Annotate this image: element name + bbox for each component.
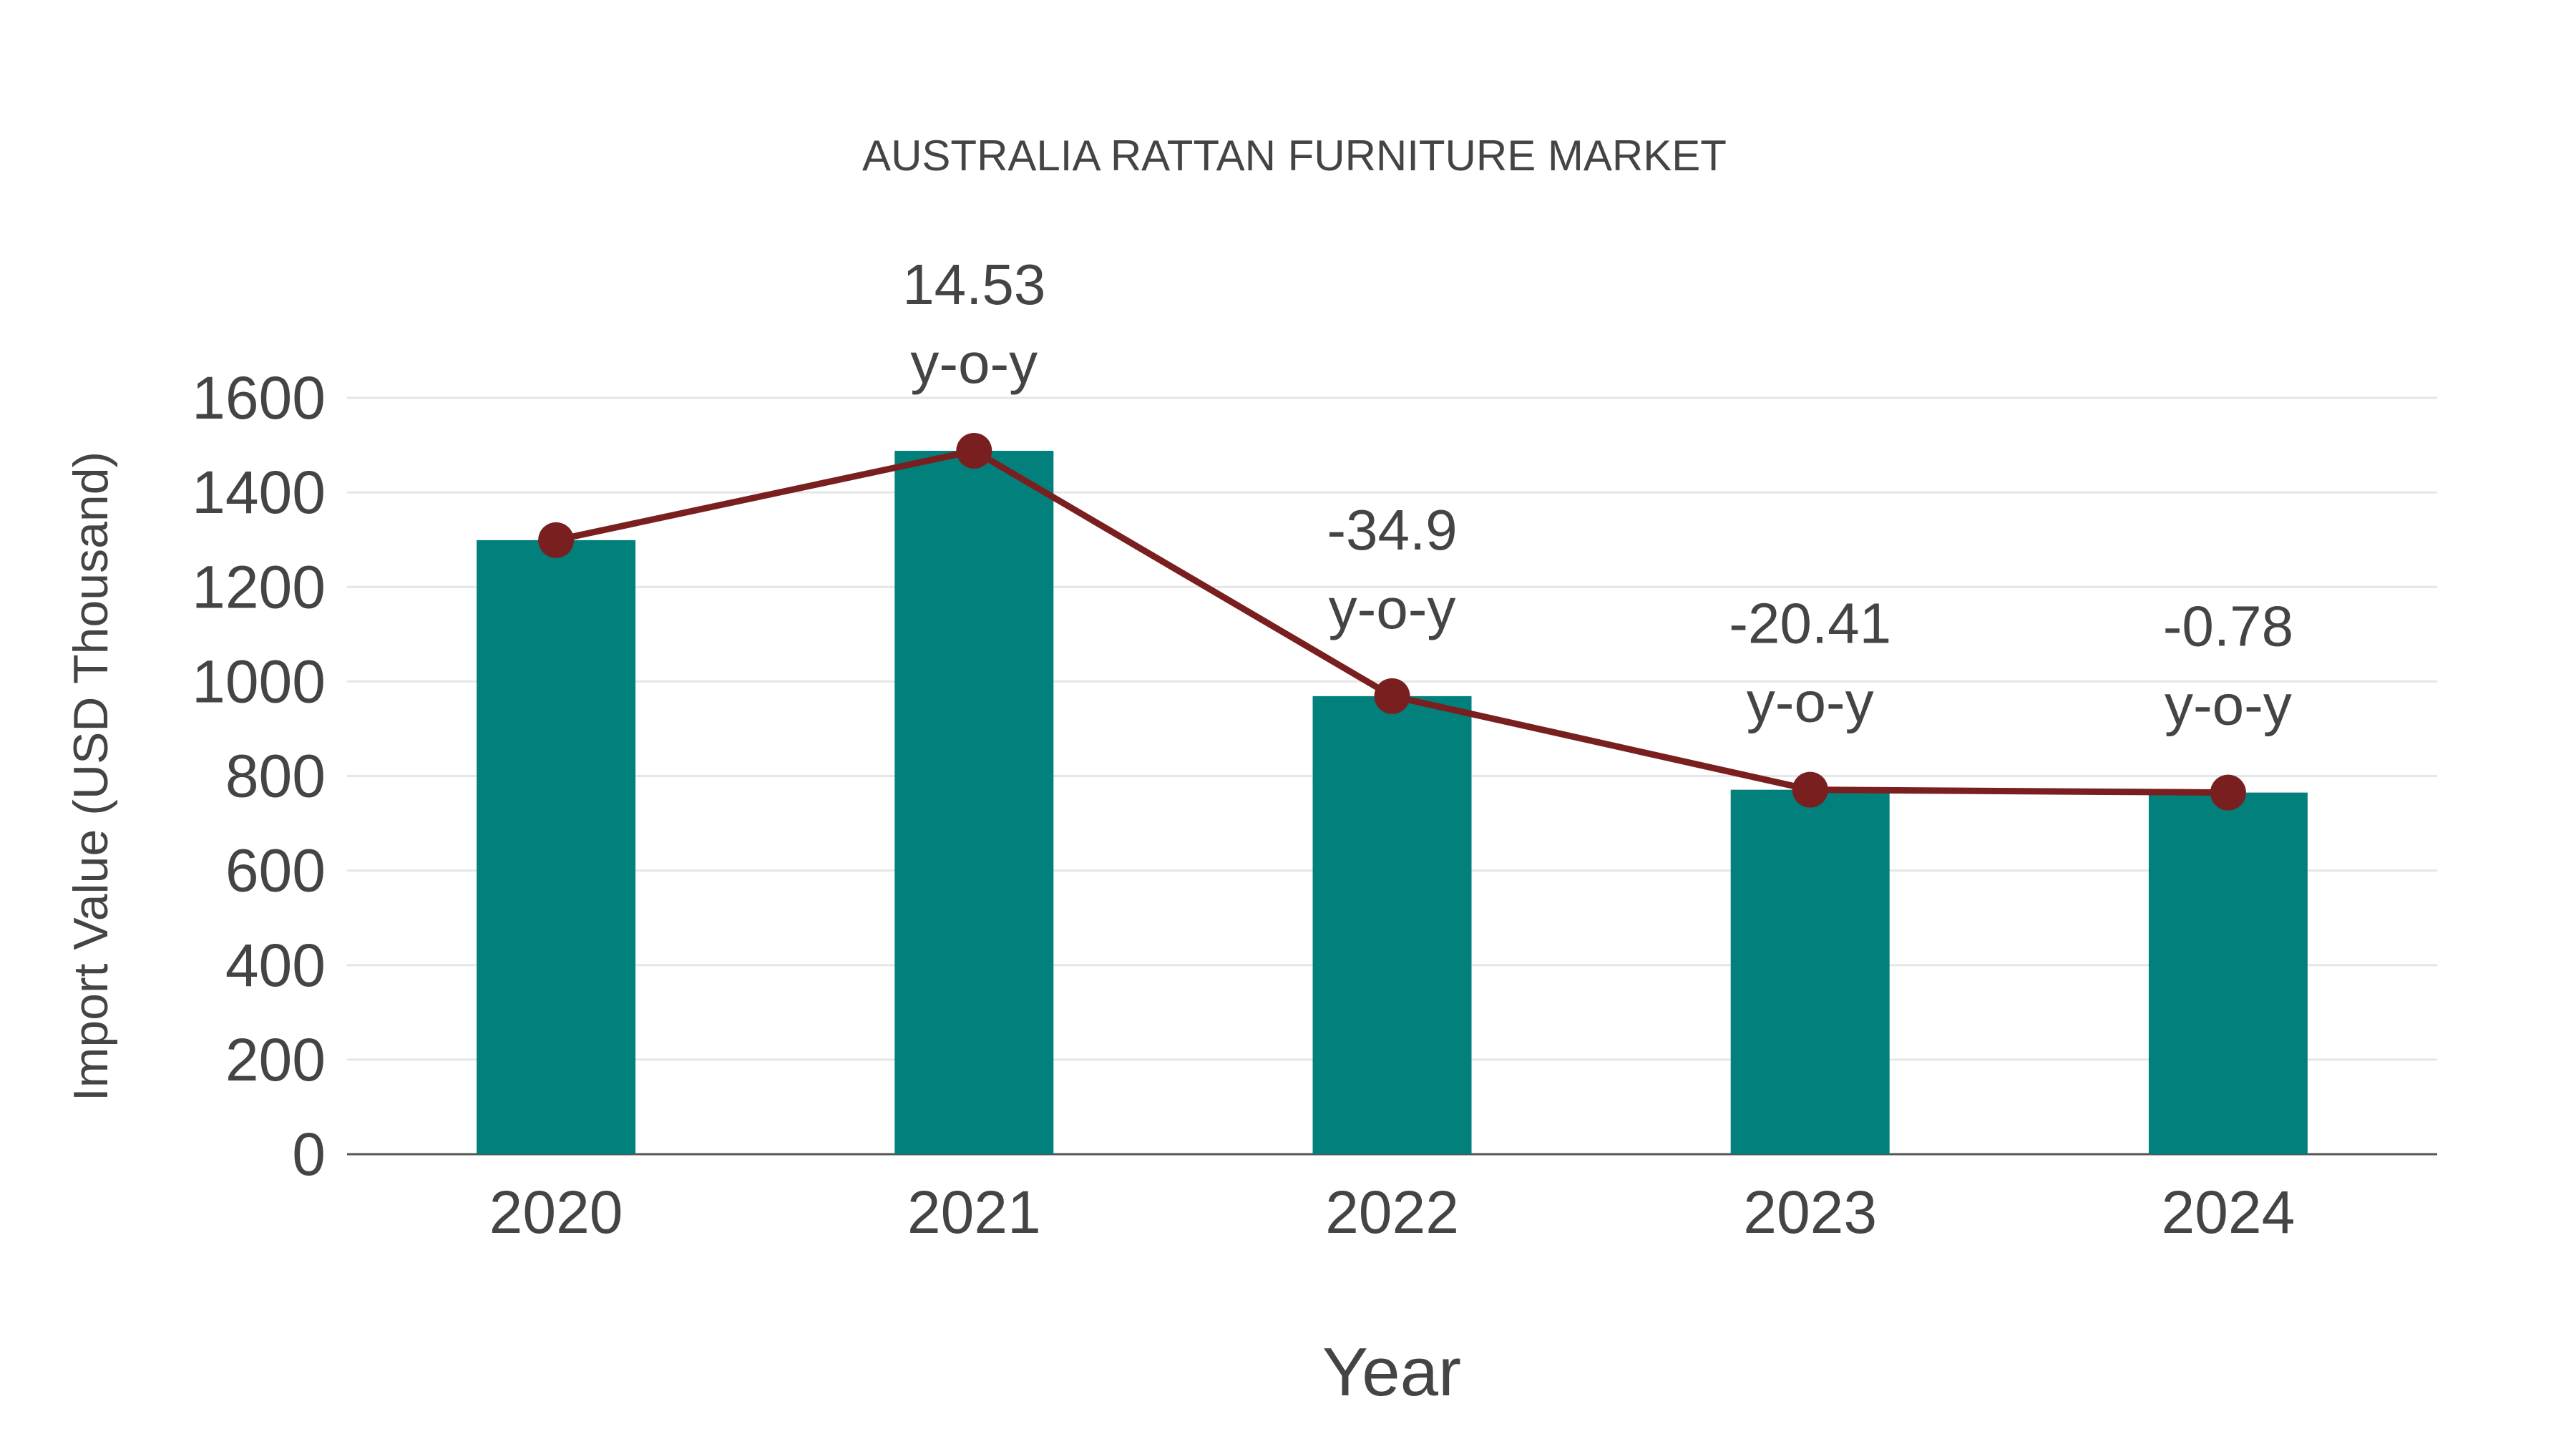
chart-title: AUSTRALIA RATTAN FURNITURE MARKET — [862, 132, 1727, 180]
bar-2020 — [477, 540, 636, 1154]
trend-point-2024 — [2210, 774, 2246, 811]
labels: 0 200 400 600 800 1000 1200 1400 1600 2020 2021 202… — [192, 253, 2295, 1246]
bar-2023 — [1730, 789, 1890, 1154]
yoy-suffix-label: y-o-y — [1329, 577, 1456, 640]
y-tick-label: 800 — [225, 743, 326, 810]
yoy-suffix-label: y-o-y — [1747, 670, 1874, 734]
y-tick-label: 0 — [292, 1121, 326, 1188]
x-tick-label: 2023 — [1743, 1179, 1877, 1246]
trend-point-2023 — [1792, 771, 1828, 808]
trend-point-2022 — [1374, 678, 1410, 714]
trend-line — [538, 432, 2246, 811]
y-tick-label: 1600 — [192, 364, 326, 431]
trend-point-2021 — [956, 432, 992, 469]
y-tick-label: 1000 — [192, 648, 326, 715]
bars — [477, 450, 2308, 1154]
yoy-value-label: 14.53 — [902, 253, 1045, 316]
y-tick-label: 600 — [225, 837, 326, 904]
x-tick-label: 2024 — [2161, 1179, 2295, 1246]
yoy-value-label: -34.9 — [1327, 498, 1457, 562]
y-axis-title: Import Value (USD Thousand) — [64, 452, 118, 1101]
y-tick-label: 200 — [225, 1026, 326, 1093]
yoy-value-label: -0.78 — [2163, 595, 2293, 658]
bar-2024 — [2148, 792, 2308, 1154]
y-tick-label: 400 — [225, 932, 326, 999]
x-axis-title: Year — [1322, 1334, 1461, 1410]
y-tick-label: 1200 — [192, 553, 326, 620]
bar-2022 — [1312, 696, 1472, 1154]
x-tick-label: 2020 — [489, 1179, 623, 1246]
bar-2021 — [894, 450, 1054, 1154]
x-tick-label: 2021 — [907, 1179, 1041, 1246]
yoy-suffix-label: y-o-y — [2165, 673, 2292, 737]
yoy-suffix-label: y-o-y — [910, 331, 1038, 395]
trend-point-2020 — [538, 522, 575, 558]
x-tick-label: 2022 — [1325, 1179, 1459, 1246]
y-tick-label: 1400 — [192, 459, 326, 526]
yoy-value-label: -20.41 — [1729, 592, 1891, 655]
